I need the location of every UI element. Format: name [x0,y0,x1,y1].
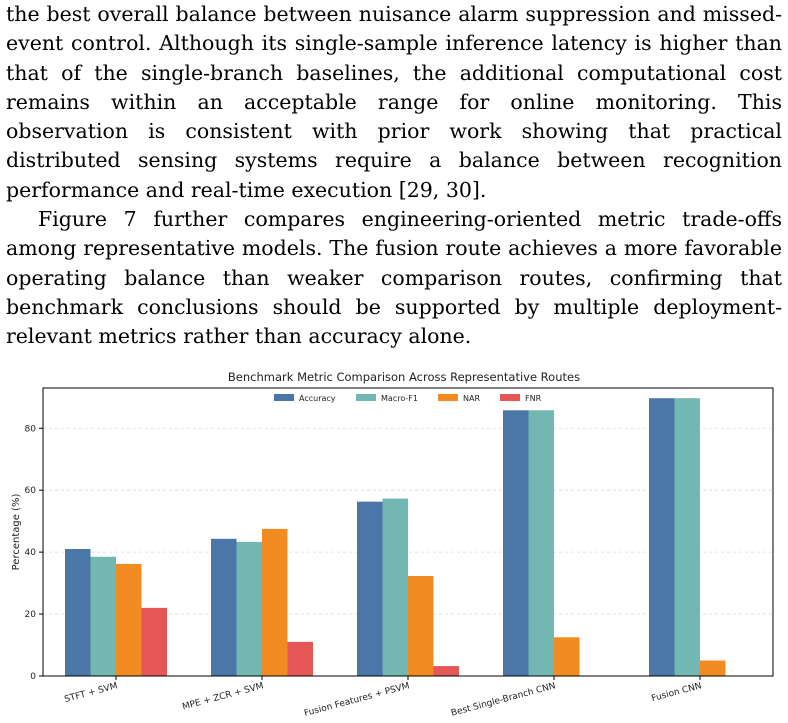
bar [287,641,313,676]
bar [433,666,459,676]
legend-label: NAR [463,394,480,403]
legend-swatch [356,394,376,401]
bar [554,637,580,676]
bar [528,410,554,676]
x-tick-label: Best Single-Branch CNN [450,681,557,719]
legend-swatch [274,394,294,401]
chart-title: Benchmark Metric Comparison Across Repre… [228,370,580,384]
bar [382,498,408,676]
x-tick-label: MPE + ZCR + SVM [181,681,264,712]
bar [700,660,726,676]
bar [236,541,262,676]
x-tick-label: STFT + SVM [63,681,118,705]
body-text: the best overall balance between nuisanc… [6,0,782,352]
bar [674,398,700,676]
bar [141,607,167,676]
x-tick-label: Fusion Features + PSVM [303,681,411,719]
bar [116,563,142,676]
paragraph: the best overall balance between nuisanc… [6,2,782,202]
bar [211,538,237,676]
bar [262,528,288,676]
y-tick-label: 80 [25,424,37,434]
legend-label: Macro-F1 [381,394,418,403]
legend-label: Accuracy [299,394,336,403]
bar [65,549,91,676]
paragraph: Figure 7 further compares engineering-or… [6,207,782,349]
y-tick-label: 20 [25,610,37,620]
y-tick-label: 0 [30,672,36,682]
y-tick-label: 60 [25,486,37,496]
y-axis-label: Percentage (%) [11,494,22,571]
bar [408,575,434,676]
legend-swatch [500,394,520,401]
bar [503,410,529,676]
bar [357,501,383,676]
legend-label: FNR [525,394,542,403]
bar-chart: 0 20 40 60 80 STFT + SVM MPE + ZCR + SVM Fusion… [11,370,774,719]
bar [90,556,116,676]
y-tick-label: 40 [25,548,37,558]
x-tick-label: Fusion CNN [651,681,703,704]
bar [649,398,675,676]
legend-swatch [438,394,458,401]
